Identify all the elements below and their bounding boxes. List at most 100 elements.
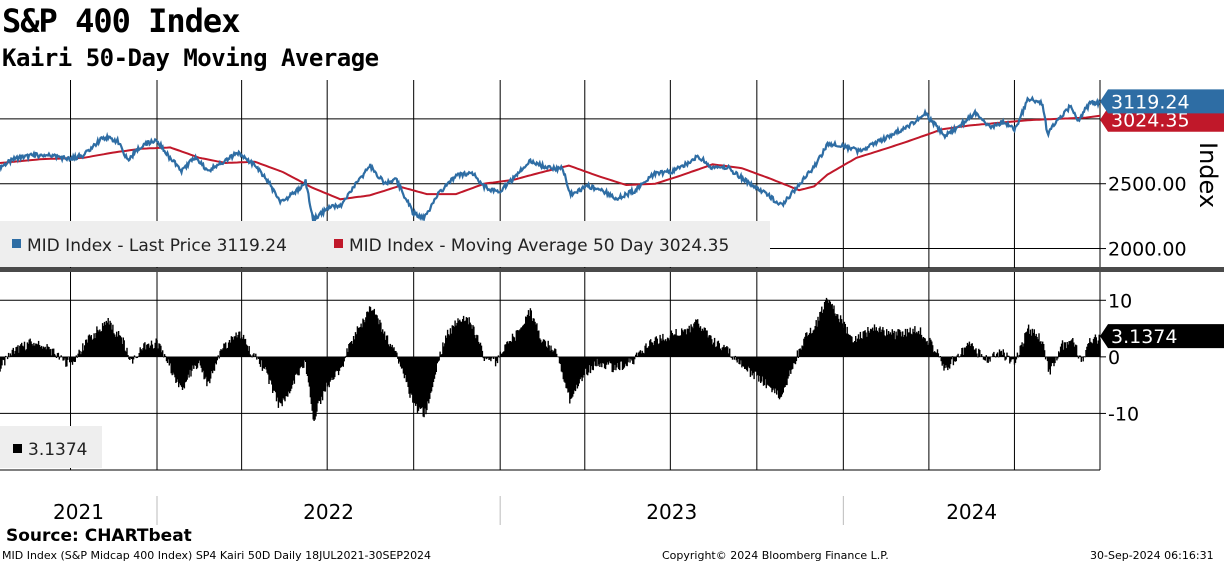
- kairi-bar: [768, 356, 770, 386]
- kairi-bar: [255, 353, 257, 357]
- kairi-bar: [280, 356, 282, 404]
- kairi-bar: [795, 356, 798, 362]
- kairi-bar: [483, 356, 485, 361]
- kairi-bar: [378, 324, 380, 357]
- kairi-bar: [801, 345, 803, 357]
- kairi-bar: [950, 356, 953, 360]
- kairi-bar: [823, 309, 825, 357]
- kairi-bar: [147, 343, 150, 357]
- kairi-bar: [318, 356, 320, 401]
- kairi-bar: [1082, 356, 1084, 362]
- kairi-bar: [31, 343, 33, 357]
- kairi-bar: [303, 356, 305, 368]
- kairi-bar: [895, 331, 897, 357]
- kairi-bar: [1058, 351, 1060, 357]
- kairi-bar: [677, 335, 679, 357]
- kairi-bar: [700, 331, 703, 357]
- kairi-bar: [301, 356, 303, 367]
- kairi-bar: [100, 331, 102, 357]
- kairi-bar: [583, 356, 585, 375]
- kairi-bar: [446, 337, 448, 357]
- kairi-bar: [634, 356, 636, 360]
- kairi-bar: [699, 326, 702, 357]
- kairi-bar: [898, 329, 900, 357]
- kairi-bar: [545, 346, 547, 357]
- kairi-bar: [90, 335, 92, 357]
- kairi-bar: [252, 354, 254, 357]
- kairi-bar: [350, 341, 352, 357]
- kairi-bar: [764, 356, 767, 380]
- kairi-bar: [650, 342, 653, 357]
- kairi-bar: [1047, 356, 1050, 372]
- kairi-bar: [759, 356, 761, 376]
- kairi-bar: [1076, 355, 1079, 357]
- kairi-bar: [1026, 331, 1028, 357]
- kairi-bar: [78, 349, 80, 357]
- kairi-bar: [803, 338, 805, 357]
- kairi-bar: [47, 346, 49, 357]
- kairi-bar: [640, 353, 642, 357]
- kairi-bar: [858, 339, 861, 357]
- kairi-bar: [99, 329, 101, 357]
- kairi-bar: [445, 335, 447, 357]
- kairi-bar: [892, 332, 894, 357]
- kairi-bar: [356, 326, 359, 357]
- kairi-bar: [352, 343, 354, 357]
- kairi-bar: [473, 326, 475, 357]
- kairi-bar: [935, 352, 938, 357]
- kairi-bars: [0, 297, 1101, 421]
- kairi-bar: [879, 326, 881, 357]
- kairi-bar: [1062, 349, 1065, 357]
- kairi-bar: [359, 327, 361, 357]
- kairi-bar: [761, 356, 764, 377]
- kairi-bar: [859, 331, 862, 357]
- kairi-bar: [682, 331, 685, 357]
- kairi-bar: [896, 335, 898, 357]
- kairi-bar: [1016, 352, 1019, 357]
- kairi-bar: [996, 353, 998, 357]
- kairi-bar: [600, 356, 602, 364]
- kairi-bar: [908, 332, 910, 357]
- kairi-bar: [418, 356, 421, 408]
- kairi-bar: [413, 356, 415, 400]
- kairi-bar: [922, 337, 924, 357]
- kairi-bar: [838, 318, 840, 357]
- kairi-bar: [477, 335, 479, 357]
- kairi-bar: [69, 356, 72, 360]
- kairi-bar: [560, 356, 563, 372]
- kairi-bar: [366, 311, 368, 357]
- kairi-bar: [265, 356, 267, 370]
- kairi-bar: [608, 356, 610, 362]
- kairi-bar: [403, 356, 406, 379]
- kairi-bar: [278, 356, 280, 402]
- kairi-bar: [102, 325, 105, 357]
- kairi-bar: [864, 330, 866, 357]
- kairi-bar: [847, 333, 849, 357]
- kairi-bar: [899, 330, 901, 357]
- kairi-bar: [220, 349, 222, 357]
- kairi-bar: [526, 314, 529, 357]
- kairi-bar: [335, 356, 337, 372]
- kairi-bar: [367, 312, 370, 357]
- kairi-bar: [339, 356, 342, 368]
- kairi-bar: [866, 336, 868, 357]
- kairi-bar: [940, 356, 942, 362]
- kairi-bar: [160, 345, 162, 357]
- kairi-bar: [514, 340, 516, 357]
- kairi-bar: [729, 348, 731, 357]
- kairi-bar: [467, 324, 469, 357]
- kairi-bar: [83, 350, 85, 357]
- price-legend-entry: MID Index - Moving Average 50 Day 3024.3…: [349, 236, 729, 256]
- kairi-bar: [125, 351, 127, 357]
- kairi-bar: [225, 342, 227, 357]
- kairi-bar: [604, 356, 607, 370]
- kairi-bar: [36, 343, 38, 357]
- kairi-legend-swatch: [13, 444, 22, 453]
- kairi-bar: [136, 356, 139, 358]
- kairi-bar: [613, 356, 615, 370]
- kairi-bar: [1001, 354, 1003, 357]
- kairi-bar: [138, 353, 140, 357]
- kairi-bar: [693, 323, 695, 357]
- kairi-bar: [549, 350, 551, 357]
- kairi-bar: [667, 338, 670, 357]
